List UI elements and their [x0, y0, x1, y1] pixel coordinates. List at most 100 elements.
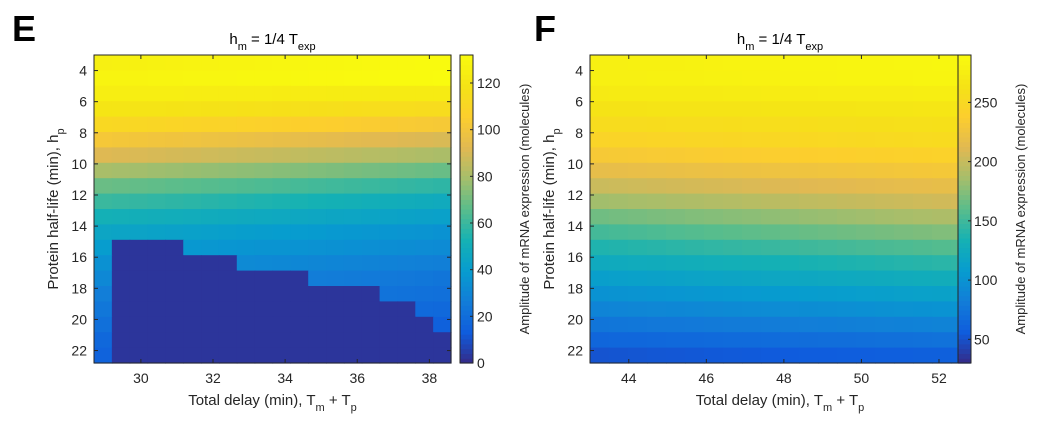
- heatmap-cell: [837, 193, 857, 210]
- heatmap-cell: [609, 178, 629, 195]
- heatmap-cell: [308, 347, 327, 364]
- heatmap-cell: [201, 162, 220, 179]
- chart-title: hm = 1/4 Texp: [229, 31, 315, 53]
- heatmap-cell: [290, 116, 309, 133]
- heatmap-cell: [165, 209, 184, 225]
- heatmap-cell: [913, 162, 933, 179]
- y-tick-label: 6: [79, 94, 87, 110]
- heatmap-cell: [609, 270, 629, 287]
- heatmap-cell: [799, 101, 819, 118]
- heatmap-cell: [647, 178, 667, 195]
- heatmap-cell: [647, 239, 667, 256]
- heatmap-cell: [685, 147, 705, 164]
- heatmap-cell: [433, 209, 452, 225]
- heatmap-cell: [147, 332, 166, 349]
- heatmap-cell: [94, 193, 113, 210]
- heatmap-cell: [147, 70, 166, 87]
- heatmap-cell: [628, 132, 648, 148]
- heatmap-cell: [704, 301, 724, 318]
- heatmap-cell: [218, 85, 238, 102]
- heatmap-cell: [742, 270, 762, 287]
- heatmap-cell: [343, 209, 363, 225]
- heatmap-cell: [761, 224, 781, 241]
- heatmap-cell: [183, 316, 202, 333]
- y-tick-label: 8: [79, 125, 87, 141]
- heatmap-cell: [308, 270, 327, 287]
- heatmap-cell: [129, 209, 149, 225]
- heatmap-cell: [647, 332, 667, 349]
- heatmap-cell: [761, 301, 781, 318]
- heatmap-cell: [590, 85, 610, 102]
- heatmap-cell: [290, 70, 309, 87]
- heatmap-cell: [397, 132, 416, 148]
- heatmap-cell: [397, 316, 416, 333]
- heatmap-cell: [290, 270, 309, 287]
- heatmap-cell: [165, 316, 184, 333]
- heatmap-cell: [379, 255, 399, 272]
- heatmap-cell: [837, 301, 857, 318]
- heatmap-cell: [818, 255, 838, 272]
- heatmap-cell: [894, 70, 914, 87]
- heatmap-cell: [343, 286, 363, 302]
- heatmap-cell: [761, 209, 781, 225]
- heatmap-cell: [875, 209, 895, 225]
- heatmap-cell: [913, 193, 933, 210]
- heatmap-cell: [761, 178, 781, 195]
- heatmap-cell: [272, 101, 291, 118]
- heatmap-cell: [799, 347, 819, 364]
- heatmap-cell: [761, 85, 781, 102]
- heatmap-cell: [379, 132, 399, 148]
- heatmap-cell: [590, 316, 610, 333]
- heatmap-cell: [647, 270, 667, 287]
- heatmap-cell: [780, 270, 800, 287]
- heatmap-cell: [818, 55, 838, 71]
- heatmap-cell: [837, 70, 857, 87]
- heatmap-cell: [818, 286, 838, 302]
- heatmap-cell: [723, 316, 743, 333]
- heatmap-cell: [379, 193, 399, 210]
- heatmap-cell: [183, 301, 202, 318]
- heatmap-cell: [704, 147, 724, 164]
- heatmap-cell: [818, 85, 838, 102]
- heatmap-cell: [94, 101, 113, 118]
- heatmap-cell: [799, 55, 819, 71]
- heatmap-cell: [913, 316, 933, 333]
- heatmap-cell: [129, 85, 149, 102]
- heatmap-cell: [609, 85, 629, 102]
- heatmap-cell: [628, 224, 648, 241]
- heatmap-cell: [397, 347, 416, 364]
- heatmap-cell: [308, 70, 327, 87]
- heatmap-cell: [326, 224, 345, 241]
- heatmap-cell: [254, 147, 274, 164]
- heatmap-cell: [780, 332, 800, 349]
- heatmap-cell: [685, 286, 705, 302]
- heatmap-cell: [290, 132, 309, 148]
- heatmap-cell: [94, 286, 113, 302]
- x-tick-label: 38: [422, 370, 438, 386]
- heatmap-cell: [379, 162, 399, 179]
- heatmap-cell: [343, 301, 363, 318]
- y-tick-label: 18: [71, 280, 87, 296]
- heatmap-cell: [932, 85, 952, 102]
- heatmap-cell: [780, 162, 800, 179]
- heatmap-cell: [272, 162, 291, 179]
- heatmap-cell: [379, 332, 399, 349]
- heatmap-cell: [290, 301, 309, 318]
- heatmap-cell: [780, 347, 800, 364]
- heatmap-cell: [361, 70, 381, 87]
- heatmap-cell: [742, 286, 762, 302]
- heatmap-cell: [183, 70, 202, 87]
- heatmap-cell: [799, 85, 819, 102]
- heatmap-cell: [837, 286, 857, 302]
- heatmap-cell: [218, 116, 238, 133]
- heatmap-cell: [628, 55, 648, 71]
- y-tick-label: 22: [71, 343, 87, 359]
- heatmap-cell: [780, 239, 800, 256]
- heatmap-cell: [799, 332, 819, 349]
- heatmap-cell: [742, 301, 762, 318]
- heatmap-cell: [397, 101, 416, 118]
- heatmap-cell: [818, 116, 838, 133]
- heatmap-cell: [397, 55, 416, 71]
- heatmap-cell: [799, 209, 819, 225]
- heatmap-cell: [609, 347, 629, 364]
